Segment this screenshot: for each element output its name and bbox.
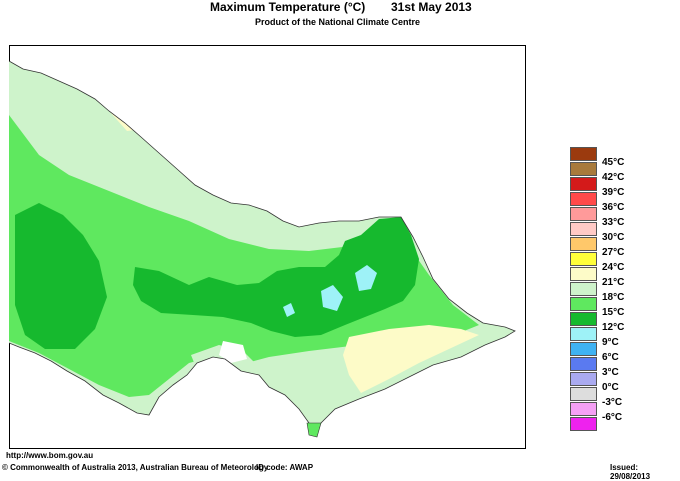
legend-swatch-36 bbox=[570, 192, 597, 206]
legend-swatch-42 bbox=[570, 162, 597, 176]
legend-label-33: 33°C bbox=[602, 217, 625, 228]
legend-swatch-6 bbox=[570, 342, 597, 356]
legend-label-45: 45°C bbox=[602, 157, 625, 168]
legend-swatch-45 bbox=[570, 147, 597, 161]
legend-swatch-39 bbox=[570, 177, 597, 191]
legend-label-12: 12°C bbox=[602, 322, 625, 333]
legend-label-24: 24°C bbox=[602, 262, 625, 273]
legend-swatch-21 bbox=[570, 267, 597, 281]
legend-swatch-15 bbox=[570, 297, 597, 311]
legend-swatch-3 bbox=[570, 357, 597, 371]
band-18-21 bbox=[9, 115, 479, 397]
legend-swatch-minus6 bbox=[570, 402, 597, 416]
map-title: Maximum Temperature (°C) 31st May 2013 bbox=[0, 0, 680, 16]
region-15-18-central bbox=[133, 217, 419, 337]
map-subtitle: Product of the National Climate Centre bbox=[255, 17, 421, 27]
legend-label-0: 0°C bbox=[602, 382, 619, 393]
legend-swatch-24 bbox=[570, 252, 597, 266]
state-boundary bbox=[9, 60, 516, 432]
legend-swatch-12 bbox=[570, 312, 597, 326]
region-12-15-b bbox=[355, 265, 377, 291]
region-15-18-west bbox=[15, 203, 107, 349]
legend-label-6: 6°C bbox=[602, 352, 619, 363]
title-text: Maximum Temperature (°C) bbox=[210, 0, 366, 14]
legend-swatch-27 bbox=[570, 237, 597, 251]
region-24-27-gippsland bbox=[343, 325, 479, 393]
legend-label-minus6: -6°C bbox=[602, 412, 623, 423]
legend-label-27: 27°C bbox=[602, 247, 625, 258]
legend-label-42: 42°C bbox=[602, 172, 625, 183]
legend-swatch-minus3 bbox=[570, 387, 597, 401]
legend-swatch-18 bbox=[570, 282, 597, 296]
legend-label-21: 21°C bbox=[602, 277, 625, 288]
legend-label-30: 30°C bbox=[602, 232, 625, 243]
port-phillip-bay bbox=[219, 341, 247, 363]
legend-swatch-30 bbox=[570, 222, 597, 236]
legend-swatch-minus9 bbox=[570, 417, 597, 431]
footer-url: http://www.bom.gov.au bbox=[6, 451, 94, 460]
region-12-15-c bbox=[283, 303, 295, 317]
legend-label-18: 18°C bbox=[602, 292, 625, 303]
legend-label-3: 3°C bbox=[602, 367, 619, 378]
victoria-map bbox=[9, 60, 516, 438]
footer-id-code: ID code: AWAP bbox=[256, 463, 314, 472]
legend-label-9: 9°C bbox=[602, 337, 619, 348]
legend-label-36: 36°C bbox=[602, 202, 625, 213]
region-12-15-a bbox=[321, 285, 343, 311]
footer-copyright: © Commonwealth of Australia 2013, Austra… bbox=[2, 463, 269, 472]
title-date: 31st May 2013 bbox=[391, 0, 472, 14]
legend-swatch-33 bbox=[570, 207, 597, 221]
legend-label-15: 15°C bbox=[602, 307, 625, 318]
wilsons-promontory bbox=[306, 422, 322, 438]
legend-swatch-0 bbox=[570, 372, 597, 386]
legend-label-39: 39°C bbox=[602, 187, 625, 198]
footer-issued: Issued: 29/08/2013 bbox=[610, 463, 651, 481]
legend-label-minus3: -3°C bbox=[602, 397, 623, 408]
legend-swatch-9 bbox=[570, 327, 597, 341]
